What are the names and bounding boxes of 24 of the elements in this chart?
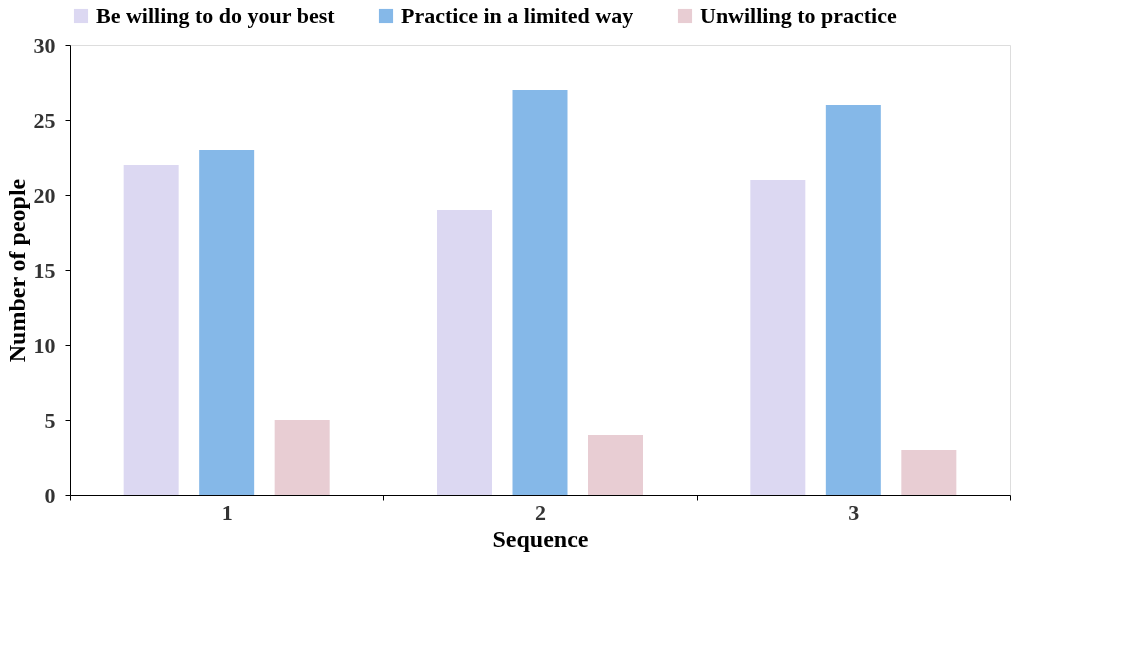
bar: [512, 90, 568, 495]
legend-label: Be willing to do your best: [96, 3, 336, 28]
y-tick-label: 20: [33, 182, 56, 208]
bar: [199, 150, 255, 495]
bar: [901, 450, 957, 495]
y-tick-label: 25: [33, 107, 56, 133]
bar: [588, 435, 643, 495]
y-tick-label: 5: [44, 407, 56, 433]
x-tick-label: 1: [221, 499, 233, 525]
legend-label: Practice in a limited way: [401, 3, 634, 28]
y-tick-label: 10: [33, 332, 56, 358]
x-tick-label: 3: [848, 499, 860, 525]
bar: [750, 180, 806, 495]
y-tick-label: 0: [44, 482, 56, 508]
y-tick-label: 15: [33, 257, 56, 283]
bar: [123, 165, 179, 495]
bar: [274, 420, 330, 495]
bar: [437, 210, 492, 495]
bar: [825, 105, 881, 495]
y-axis-title: Number of people: [3, 178, 30, 363]
legend-label: Unwilling to practice: [700, 3, 897, 28]
x-tick-label: 2: [535, 499, 546, 525]
x-axis-title: Sequence: [492, 525, 589, 552]
y-tick-label: 30: [33, 32, 56, 58]
